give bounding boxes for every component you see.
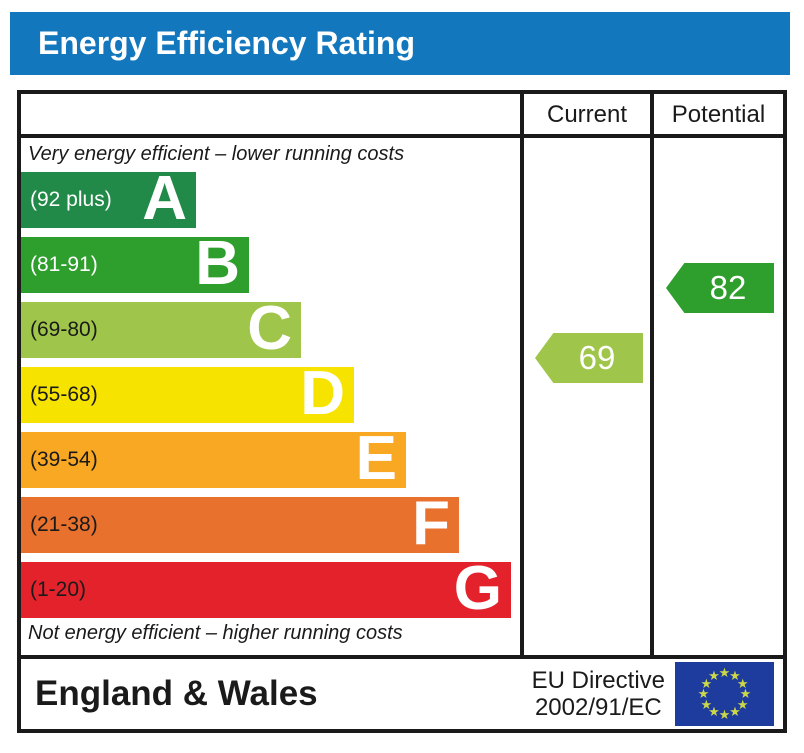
band-c: (69-80) C: [21, 293, 301, 363]
band-letter: B: [195, 228, 240, 298]
potential-rating-value: 82: [709, 269, 747, 306]
band-letter: D: [300, 358, 345, 428]
eu-star-icon: ★: [708, 704, 720, 720]
potential-rating-arrow: 82: [666, 263, 774, 313]
eu-star-icon: ★: [718, 707, 731, 722]
band-range-label: (39-54): [30, 448, 98, 471]
band-letter: C: [247, 293, 292, 363]
eu-directive-label: EU Directive 2002/91/EC: [532, 667, 665, 721]
current-column-header: Current: [546, 101, 628, 128]
eu-star-icon: ★: [736, 675, 749, 691]
band-range-label: (92 plus): [30, 188, 112, 211]
eu-star-icon: ★: [736, 696, 749, 712]
eu-star-icon: ★: [729, 667, 741, 683]
page-title: Energy Efficiency Rating: [10, 12, 790, 75]
band-g: (1-20) G: [21, 553, 511, 623]
eu-directive-line1: EU Directive: [531, 667, 665, 694]
band-range-label: (81-91): [30, 253, 98, 276]
eu-star-icon: ★: [718, 665, 731, 680]
band-range-label: (55-68): [30, 383, 98, 406]
band-letter: F: [412, 488, 450, 558]
eu-star-icon: ★: [729, 704, 741, 720]
band-d: (55-68) D: [21, 358, 354, 428]
band-f: (21-38) F: [21, 488, 459, 558]
band-e: (39-54) E: [21, 423, 406, 493]
column-divider-right: [650, 94, 654, 655]
eu-star-icon: ★: [708, 667, 720, 683]
header-divider: [21, 134, 783, 138]
eu-star-icon: ★: [739, 686, 752, 701]
epc-table: Current Potential Very energy efficient …: [17, 90, 787, 733]
eu-star-icon: ★: [700, 696, 713, 712]
band-letter: A: [142, 163, 187, 233]
region-label: England & Wales: [35, 674, 318, 713]
current-rating-value: 69: [578, 339, 616, 376]
band-a: (92 plus) A: [21, 163, 196, 233]
band-letter: G: [453, 553, 502, 623]
band-range-label: (69-80): [30, 318, 98, 341]
eu-star-icon: ★: [700, 675, 713, 691]
band-range-label: (21-38): [30, 513, 98, 536]
rating-scale-body: Very energy efficient – lower running co…: [21, 138, 783, 655]
band-b: (81-91) B: [21, 228, 249, 298]
potential-column-header: Potential: [671, 101, 766, 128]
current-rating-arrow: 69: [535, 333, 643, 383]
band-range-label: (1-20): [30, 578, 87, 601]
caption-very-efficient: Very energy efficient – lower running co…: [28, 143, 405, 165]
eu-star-icon: ★: [697, 686, 710, 701]
eu-directive-line2: 2002/91/EC: [534, 694, 662, 721]
band-letter: E: [355, 423, 397, 493]
caption-not-efficient: Not energy efficient – higher running co…: [28, 622, 403, 644]
column-divider-left: [520, 94, 524, 655]
table-footer: England & Wales EU Directive 2002/91/EC …: [21, 655, 783, 729]
eu-flag-icon: ★ ★ ★ ★ ★ ★ ★ ★ ★ ★ ★ ★: [675, 662, 774, 726]
